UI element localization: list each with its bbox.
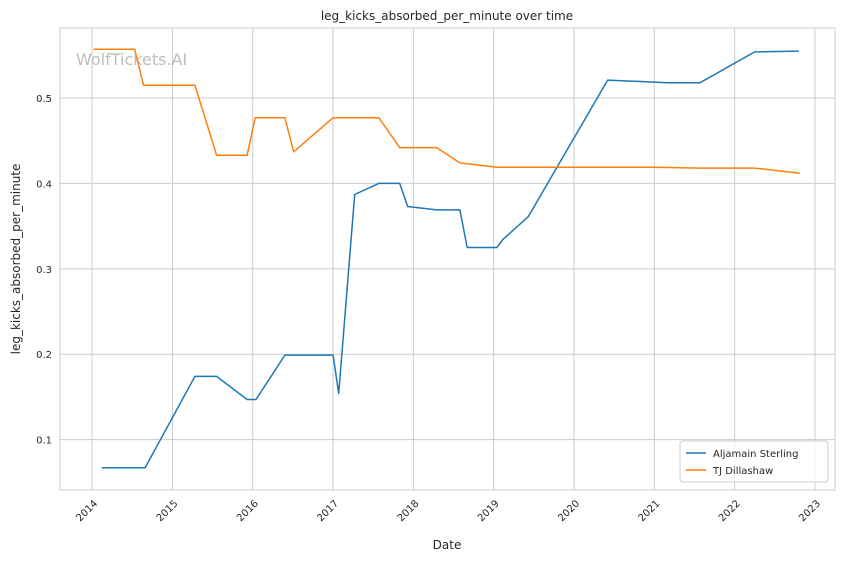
legend: Aljamain Sterling TJ Dillashaw: [679, 440, 829, 483]
x-tick-label: 2018: [396, 498, 422, 524]
x-tick-label: 2017: [315, 498, 341, 524]
legend-box: [679, 440, 829, 483]
series-line-aljamain-sterling: [101, 50, 799, 469]
x-tick-label: 2019: [476, 498, 502, 524]
y-tick-label: 0.1: [36, 436, 52, 447]
x-tick-label: 2015: [155, 498, 181, 524]
x-tick-label: 2022: [717, 498, 743, 524]
legend-label: Aljamain Sterling: [713, 449, 798, 460]
plot-frame: [59, 27, 836, 491]
x-tick-label: 2016: [235, 498, 261, 524]
x-tick-label: 2021: [637, 498, 663, 524]
x-tick-label: 2023: [797, 498, 823, 524]
y-tick-label: 0.2: [36, 350, 52, 361]
legend-label: TJ Dillashaw: [712, 466, 773, 477]
x-tick-label: 2014: [74, 498, 100, 524]
series-line-tj-dillashaw: [93, 48, 800, 174]
x-axis-label: Date: [433, 538, 462, 552]
x-tick-label: 2020: [556, 498, 582, 524]
y-tick-label: 0.5: [36, 94, 52, 105]
y-axis-label: leg_kicks_absorbed_per_minute: [9, 164, 23, 355]
y-tick-label: 0.3: [36, 265, 52, 276]
y-tick-label: 0.4: [36, 179, 52, 190]
chart-title: leg_kicks_absorbed_per_minute over time: [321, 9, 573, 23]
watermark: WolfTickets.AI: [76, 50, 187, 69]
